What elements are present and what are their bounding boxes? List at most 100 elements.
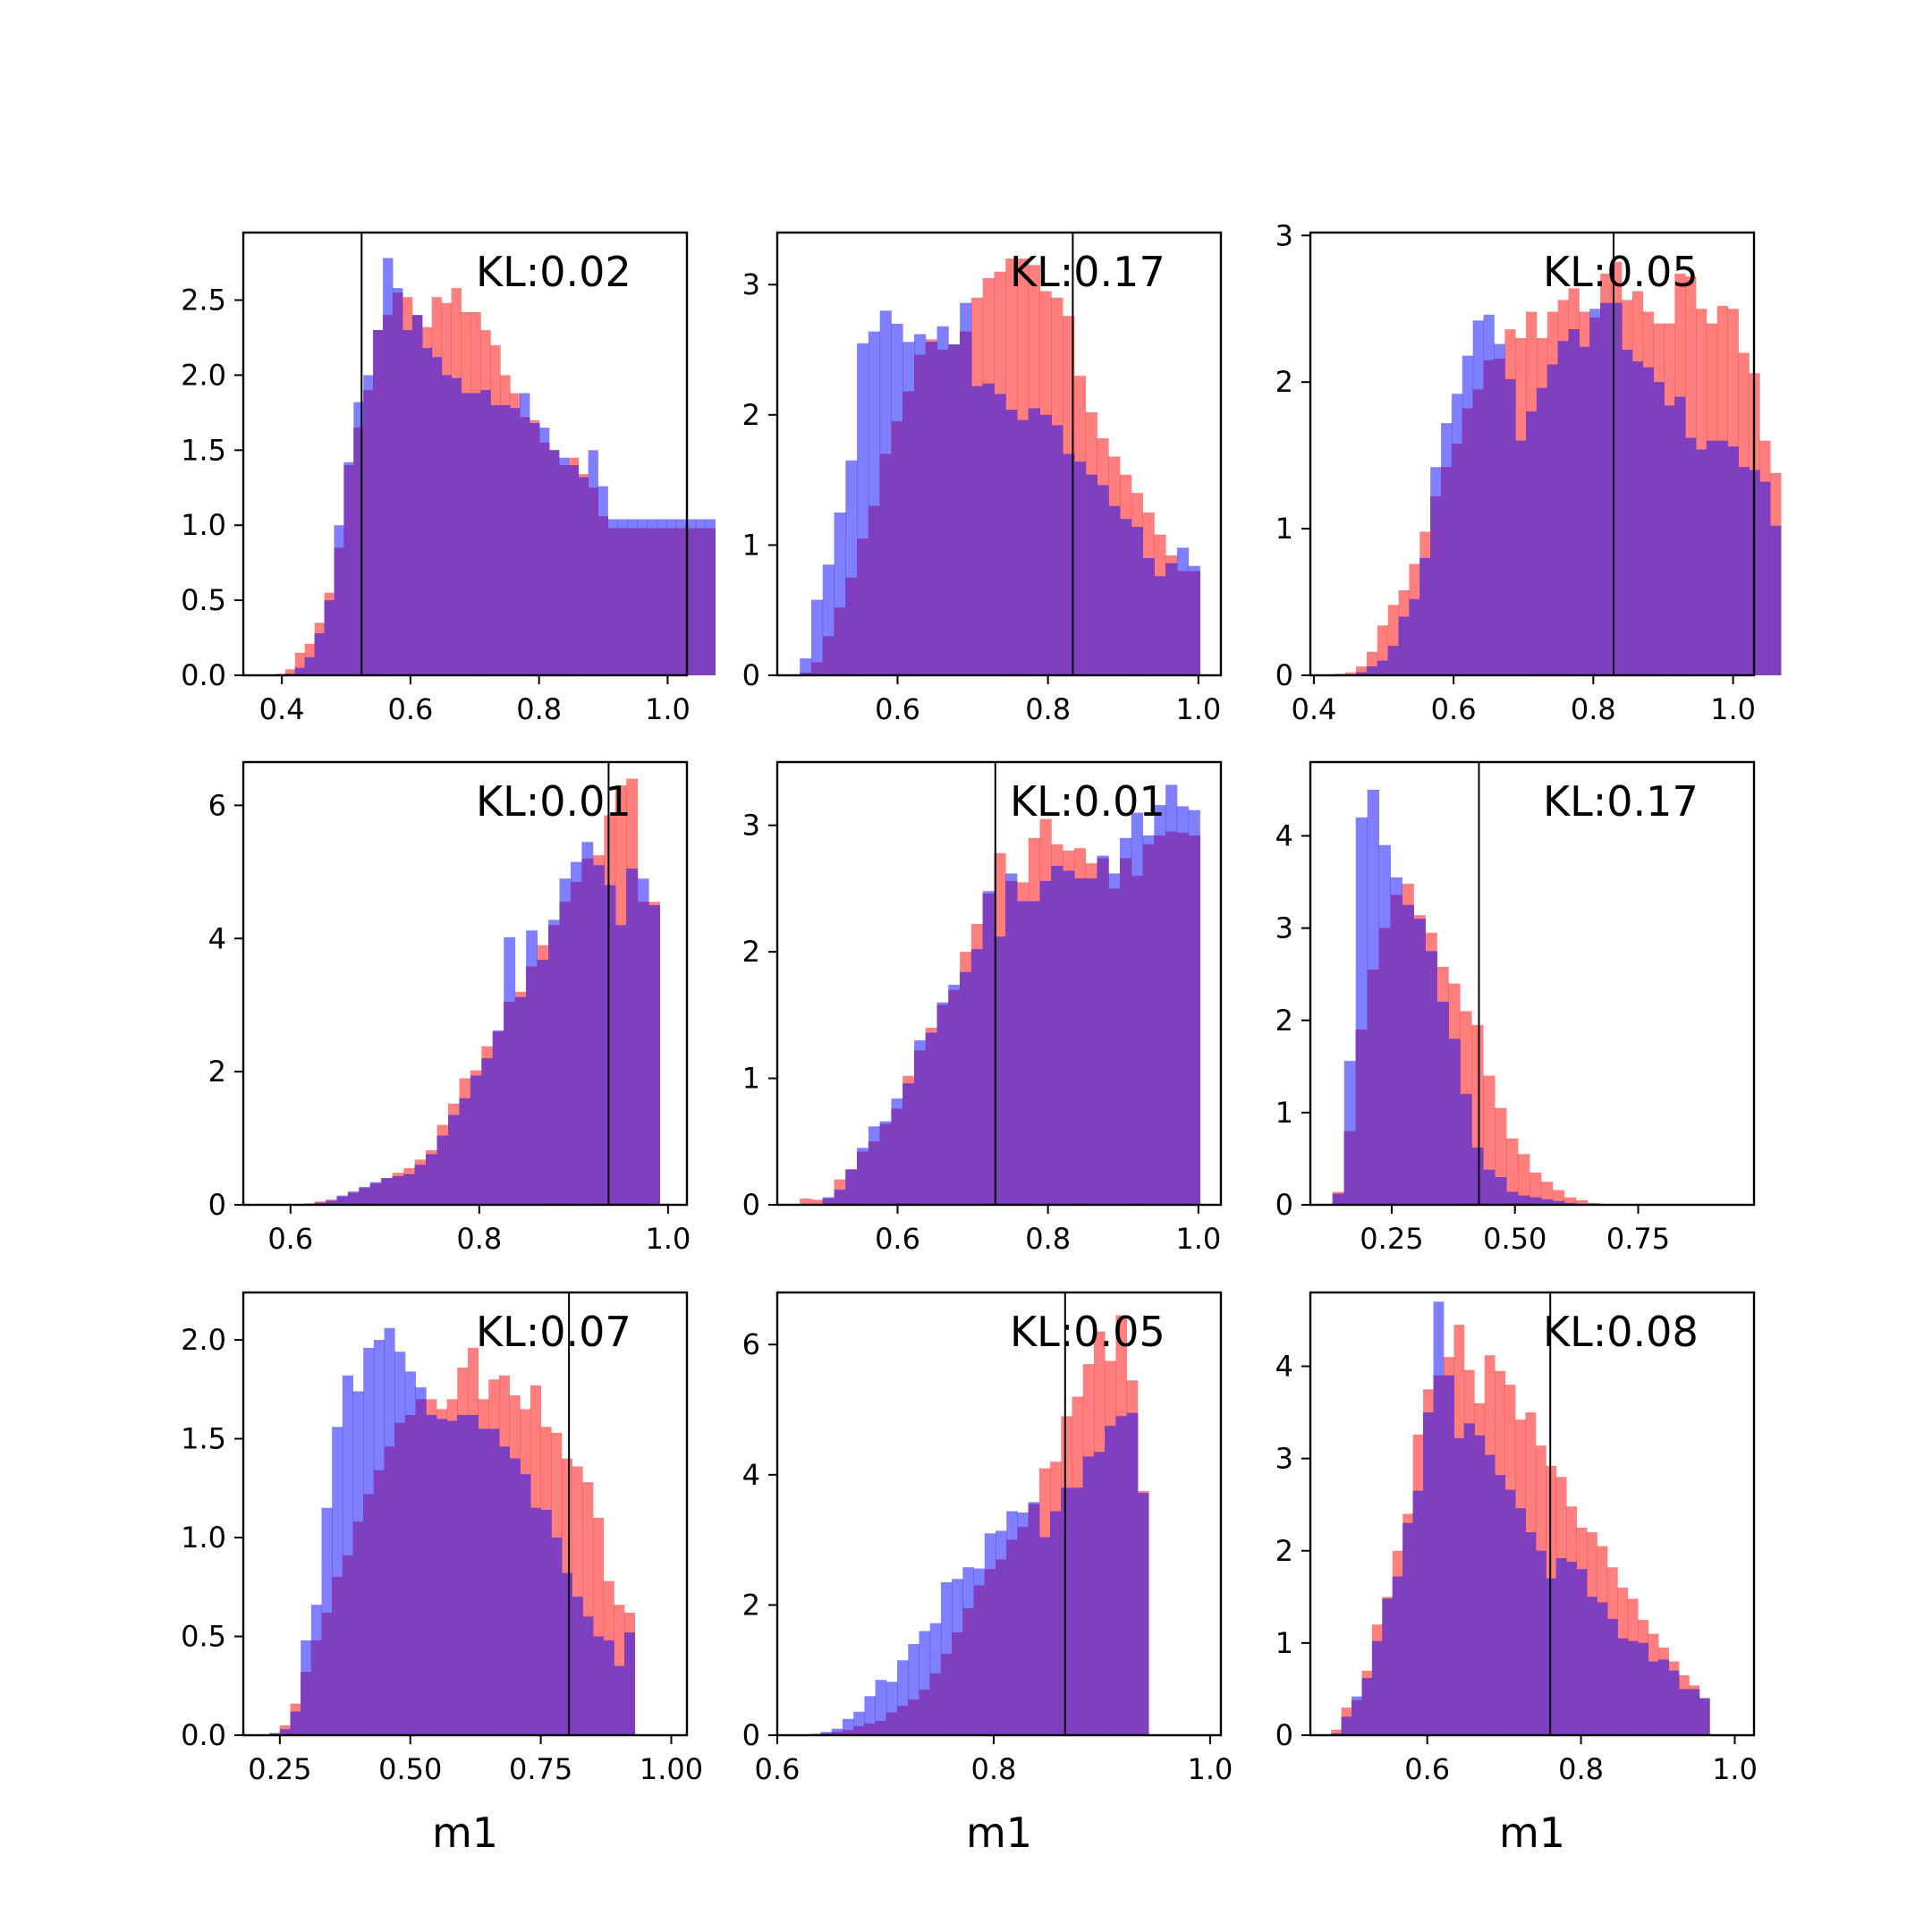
bar-overlap-3-8 bbox=[1419, 557, 1431, 675]
kl-annotation-9: KL:0.08 bbox=[1543, 1308, 1699, 1356]
bar-overlap-9-36 bbox=[1699, 1698, 1710, 1735]
bar-overlap-8-5 bbox=[864, 1723, 877, 1735]
x-tick-label-6-1: 0.50 bbox=[1483, 1222, 1546, 1256]
bar-overlap-5-14 bbox=[960, 971, 972, 1205]
bar-overlap-1-26 bbox=[530, 423, 540, 675]
bar-overlap-4-23 bbox=[537, 960, 549, 1205]
bar-overlap-7-17 bbox=[446, 1420, 458, 1735]
bar-overlap-2-2 bbox=[822, 636, 835, 675]
bar-overlap-2-6 bbox=[868, 505, 881, 675]
y-tick-label-2-2: 2 bbox=[742, 398, 760, 432]
bar-overlap-8-9 bbox=[908, 1699, 919, 1735]
y-tick-label-2-0: 0 bbox=[742, 658, 760, 692]
bar-overlap-7-2 bbox=[290, 1711, 301, 1735]
bar-overlap-8-19 bbox=[1017, 1527, 1030, 1735]
axes-frame-3 bbox=[1309, 231, 1756, 677]
bar-overlap-7-23 bbox=[509, 1458, 521, 1736]
bar-blue-2-1 bbox=[811, 599, 824, 675]
bar-overlap-8-14 bbox=[962, 1608, 974, 1735]
x-tick-label-7-1: 0.50 bbox=[378, 1752, 442, 1786]
x-tick-label-7-3: 1.00 bbox=[640, 1752, 703, 1786]
bar-overlap-3-31 bbox=[1664, 405, 1675, 675]
bar-overlap-4-28 bbox=[592, 865, 605, 1205]
x-tick-label-6-0: 0.25 bbox=[1360, 1222, 1423, 1256]
bar-overlap-9-22 bbox=[1555, 1558, 1567, 1735]
bar-overlap-2-20 bbox=[1028, 408, 1040, 675]
bar-overlap-5-15 bbox=[970, 949, 984, 1205]
y-tick-label-7-2: 1.0 bbox=[181, 1521, 226, 1555]
bar-overlap-4-14 bbox=[436, 1135, 449, 1205]
bar-overlap-2-1 bbox=[811, 662, 824, 675]
axes-frame-2 bbox=[775, 231, 1223, 677]
bar-overlap-4-7 bbox=[359, 1188, 371, 1205]
bar-overlap-9-10 bbox=[1433, 1375, 1445, 1735]
x-tick-label-2-2: 1.0 bbox=[1175, 692, 1221, 726]
bar-red-1-1 bbox=[284, 669, 296, 675]
x-tick-label-8-1: 0.8 bbox=[971, 1752, 1017, 1786]
bar-overlap-8-17 bbox=[996, 1559, 1007, 1735]
bar-overlap-6-7 bbox=[1413, 919, 1426, 1205]
bar-overlap-6-10 bbox=[1448, 1038, 1461, 1206]
y-tick-label-8-2: 4 bbox=[742, 1458, 760, 1492]
bar-overlap-1-6 bbox=[334, 547, 344, 675]
bar-overlap-3-11 bbox=[1451, 444, 1463, 675]
y-tick-label-3-0: 0 bbox=[1275, 658, 1293, 692]
y-tick-label-4-1: 2 bbox=[208, 1055, 226, 1089]
bar-overlap-8-23 bbox=[1061, 1487, 1072, 1735]
kl-annotation-8: KL:0.05 bbox=[1010, 1308, 1165, 1356]
histogram-panel-9: 0.6 0.8 1.0 0 1 2 3 4 KL:0.08 m1 bbox=[1275, 1291, 1758, 1857]
y-tick-label-9-0: 0 bbox=[1275, 1718, 1293, 1752]
y-tick-label-3-3: 3 bbox=[1275, 218, 1293, 252]
bar-red-5-1 bbox=[811, 1199, 824, 1205]
axes-frame-4 bbox=[242, 760, 689, 1207]
bar-overlap-6-19 bbox=[1552, 1200, 1565, 1206]
bar-overlap-9-14 bbox=[1474, 1435, 1486, 1735]
y-tick-label-2-1: 1 bbox=[742, 528, 760, 562]
bar-overlap-4-21 bbox=[514, 996, 527, 1205]
bar-overlap-4-18 bbox=[481, 1058, 494, 1205]
y-tick-label-1-4: 2.0 bbox=[181, 358, 226, 392]
bar-overlap-4-29 bbox=[604, 885, 616, 1205]
bar-overlap-7-15 bbox=[426, 1415, 437, 1735]
bar-red-6-21 bbox=[1575, 1199, 1589, 1205]
bar-overlap-2-34 bbox=[1188, 571, 1200, 675]
bar-overlap-9-7 bbox=[1402, 1522, 1414, 1735]
bar-overlap-5-12 bbox=[936, 1004, 949, 1205]
kl-annotation-2: KL:0.17 bbox=[1010, 248, 1165, 296]
histogram-panel-4: 0.6 0.8 1.0 0 2 4 6 KL:0.01 bbox=[208, 760, 691, 1256]
bar-overlap-7-5 bbox=[321, 1612, 333, 1735]
bar-overlap-9-13 bbox=[1463, 1423, 1475, 1735]
x-tick-label-5-2: 1.0 bbox=[1175, 1222, 1221, 1256]
bar-overlap-4-10 bbox=[392, 1175, 404, 1205]
bar-overlap-1-4 bbox=[314, 633, 325, 675]
bar-overlap-7-14 bbox=[415, 1399, 427, 1735]
bar-overlap-1-30 bbox=[568, 465, 580, 675]
x-tick-label-2-0: 0.6 bbox=[875, 692, 920, 726]
bar-overlap-6-14 bbox=[1495, 1177, 1507, 1205]
bar-overlap-3-3 bbox=[1366, 666, 1378, 675]
bar-overlap-7-6 bbox=[332, 1577, 343, 1735]
bar-overlap-1-42 bbox=[685, 528, 697, 675]
bar-overlap-5-8 bbox=[891, 1108, 903, 1205]
y-tick-label-5-0: 0 bbox=[742, 1188, 760, 1222]
bar-overlap-6-17 bbox=[1529, 1197, 1542, 1205]
bar-overlap-7-22 bbox=[498, 1446, 510, 1735]
bar-overlap-2-22 bbox=[1051, 425, 1063, 675]
y-tick-label-6-1: 1 bbox=[1275, 1096, 1293, 1130]
bar-overlap-8-29 bbox=[1126, 1412, 1139, 1735]
bar-overlap-2-7 bbox=[879, 453, 892, 675]
bar-overlap-5-31 bbox=[1154, 835, 1166, 1205]
bar-overlap-3-41 bbox=[1770, 525, 1782, 675]
bar-overlap-9-9 bbox=[1423, 1412, 1434, 1735]
bar-overlap-3-4 bbox=[1377, 660, 1389, 675]
bar-red-1-2 bbox=[294, 652, 306, 675]
x-tick-label-9-1: 0.8 bbox=[1558, 1752, 1604, 1786]
bar-overlap-3-19 bbox=[1536, 387, 1548, 675]
bar-overlap-4-4 bbox=[326, 1200, 337, 1205]
bar-overlap-7-7 bbox=[342, 1555, 353, 1735]
bar-overlap-9-31 bbox=[1648, 1661, 1659, 1735]
bar-red-6-20 bbox=[1563, 1197, 1577, 1205]
bar-overlap-6-3 bbox=[1367, 970, 1379, 1205]
bar-overlap-1-19 bbox=[461, 393, 471, 675]
